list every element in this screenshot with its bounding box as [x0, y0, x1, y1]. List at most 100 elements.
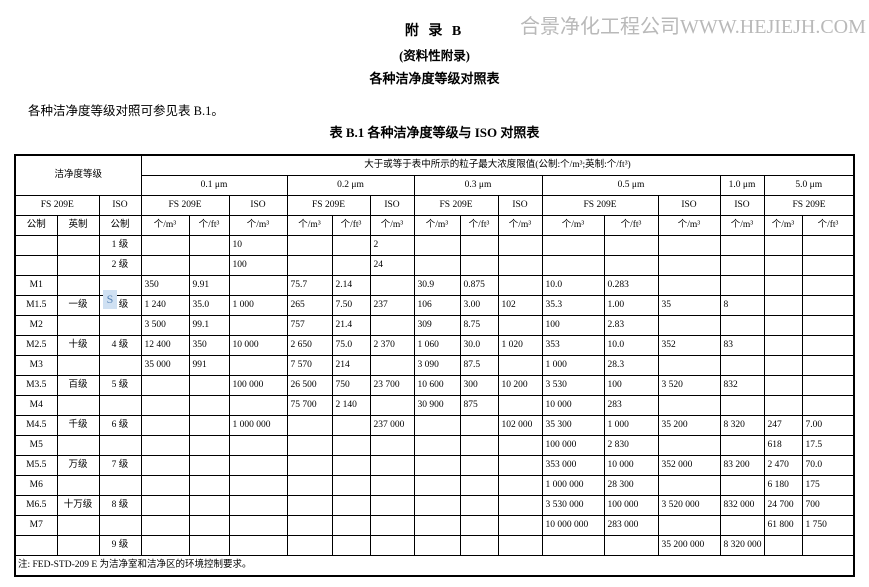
- cell-concentration: 875: [459, 395, 499, 416]
- cell-fs209e-metric: [14, 535, 58, 556]
- cell-concentration: [140, 435, 190, 456]
- cell-concentration: [657, 235, 721, 256]
- cell-concentration: [331, 255, 371, 276]
- cell-fs209e-metric: M3.5: [14, 375, 58, 396]
- cell-concentration: 832 000: [719, 495, 765, 516]
- cell-concentration: [413, 235, 461, 256]
- cell-concentration: [719, 395, 765, 416]
- cell-iso-class: [98, 435, 142, 456]
- cell-fs209e-metric: M5.5: [14, 455, 58, 476]
- header-std-iso-class: ISO: [98, 195, 142, 216]
- cell-concentration: 3 520: [657, 375, 721, 396]
- cell-concentration: [801, 295, 855, 316]
- cell-concentration: [497, 275, 543, 296]
- cell-concentration: [541, 535, 605, 556]
- table-header-row-2: 0.1 μm 0.2 μm 0.3 μm 0.5 μm 1.0 μm 5.0 μ…: [15, 175, 855, 196]
- cell-concentration: [331, 475, 371, 496]
- cell-concentration: [331, 415, 371, 436]
- cell-concentration: [228, 455, 288, 476]
- cell-fs209e-metric: M7: [14, 515, 58, 536]
- cell-concentration: [541, 255, 605, 276]
- header-size-5-0um: 5.0 μm: [763, 175, 855, 196]
- cell-concentration: 100 000: [228, 375, 288, 396]
- cell-concentration: 70.0: [801, 455, 855, 476]
- cell-concentration: [763, 335, 803, 356]
- cell-concentration: 9.91: [188, 275, 230, 296]
- cell-iso-class: 9 级: [98, 535, 142, 556]
- cell-concentration: 100: [541, 315, 605, 336]
- cell-concentration: [459, 535, 499, 556]
- cell-concentration: [801, 235, 855, 256]
- cell-concentration: [188, 535, 230, 556]
- header-span-title: 大于或等于表中所示的粒子最大浓度限值(公制:个/m³;英制:个/ft³): [140, 154, 855, 176]
- cell-concentration: [603, 255, 659, 276]
- cell-concentration: [801, 255, 855, 276]
- cell-concentration: [331, 495, 371, 516]
- cell-fs209e-metric: M2.5: [14, 335, 58, 356]
- cell-concentration: 35.3: [541, 295, 605, 316]
- cell-concentration: 7.50: [331, 295, 371, 316]
- cell-concentration: 8: [719, 295, 765, 316]
- cell-concentration: 750: [331, 375, 371, 396]
- cell-concentration: [763, 255, 803, 276]
- cell-concentration: [369, 395, 415, 416]
- cell-concentration: [801, 355, 855, 376]
- appendix-title: 各种洁净度等级对照表: [369, 71, 500, 86]
- cleanroom-class-table: 洁净度等级 大于或等于表中所示的粒子最大浓度限值(公制:个/m³;英制:个/ft…: [14, 154, 856, 577]
- cell-concentration: 102: [497, 295, 543, 316]
- cell-fs209e-imperial: [56, 515, 100, 536]
- cell-concentration: [286, 475, 333, 496]
- cell-concentration: 1 000: [541, 355, 605, 376]
- cell-concentration: 10 000: [603, 455, 659, 476]
- cell-concentration: [228, 355, 288, 376]
- cell-concentration: 757: [286, 315, 333, 336]
- cell-concentration: [459, 475, 499, 496]
- cell-concentration: [286, 455, 333, 476]
- cell-concentration: [801, 375, 855, 396]
- cell-concentration: 2 650: [286, 335, 333, 356]
- cell-concentration: 1 060: [413, 335, 461, 356]
- cell-iso-class: [98, 515, 142, 536]
- cell-concentration: [801, 275, 855, 296]
- cell-fs209e-metric: M4.5: [14, 415, 58, 436]
- cell-fs209e-metric: M3: [14, 355, 58, 376]
- cell-concentration: [497, 475, 543, 496]
- cell-concentration: 102 000: [497, 415, 543, 436]
- table-note-row: 注: FED-STD-209 E 为洁净室和洁净区的环境控制要求。: [14, 555, 855, 577]
- cell-concentration: 61 800: [763, 515, 803, 536]
- cell-concentration: [657, 395, 721, 416]
- cell-concentration: [763, 295, 803, 316]
- cell-concentration: 23 700: [369, 375, 415, 396]
- cell-concentration: 75 700: [286, 395, 333, 416]
- table-row: M1 350 9.91 75.7 2.14 30.9 0.875 10.0 0.283: [14, 275, 855, 296]
- cell-concentration: [719, 255, 765, 276]
- cell-concentration: 2 140: [331, 395, 371, 416]
- cell-concentration: [497, 535, 543, 556]
- cell-iso-class: 1 级: [98, 235, 142, 256]
- cell-concentration: [286, 255, 333, 276]
- appendix-heading: 附 录 B: [404, 24, 465, 39]
- cell-concentration: 3 520 000: [657, 495, 721, 516]
- header-std-iso-1-0: ISO: [719, 195, 765, 216]
- cell-concentration: 0.875: [459, 275, 499, 296]
- cell-fs209e-metric: M1.5: [14, 295, 58, 316]
- cell-concentration: 1 020: [497, 335, 543, 356]
- header-std-fs209e-0-2: FS 209E: [286, 195, 371, 216]
- table-note: 注: FED-STD-209 E 为洁净室和洁净区的环境控制要求。: [14, 555, 855, 577]
- cell-concentration: [603, 535, 659, 556]
- cell-fs209e-imperial: [56, 275, 100, 296]
- cell-concentration: [331, 235, 371, 256]
- cell-iso-class: 6 级: [98, 415, 142, 436]
- cell-concentration: 24: [369, 255, 415, 276]
- header-size-1-0um: 1.0 μm: [719, 175, 765, 196]
- cell-iso-class: 8 级: [98, 495, 142, 516]
- cell-concentration: [369, 475, 415, 496]
- cell-concentration: 10.0: [541, 275, 605, 296]
- cell-concentration: [140, 255, 190, 276]
- cell-concentration: [188, 415, 230, 436]
- cell-concentration: 26 500: [286, 375, 333, 396]
- cell-fs209e-imperial: [56, 235, 100, 256]
- cell-concentration: 247: [763, 415, 803, 436]
- cell-concentration: [657, 515, 721, 536]
